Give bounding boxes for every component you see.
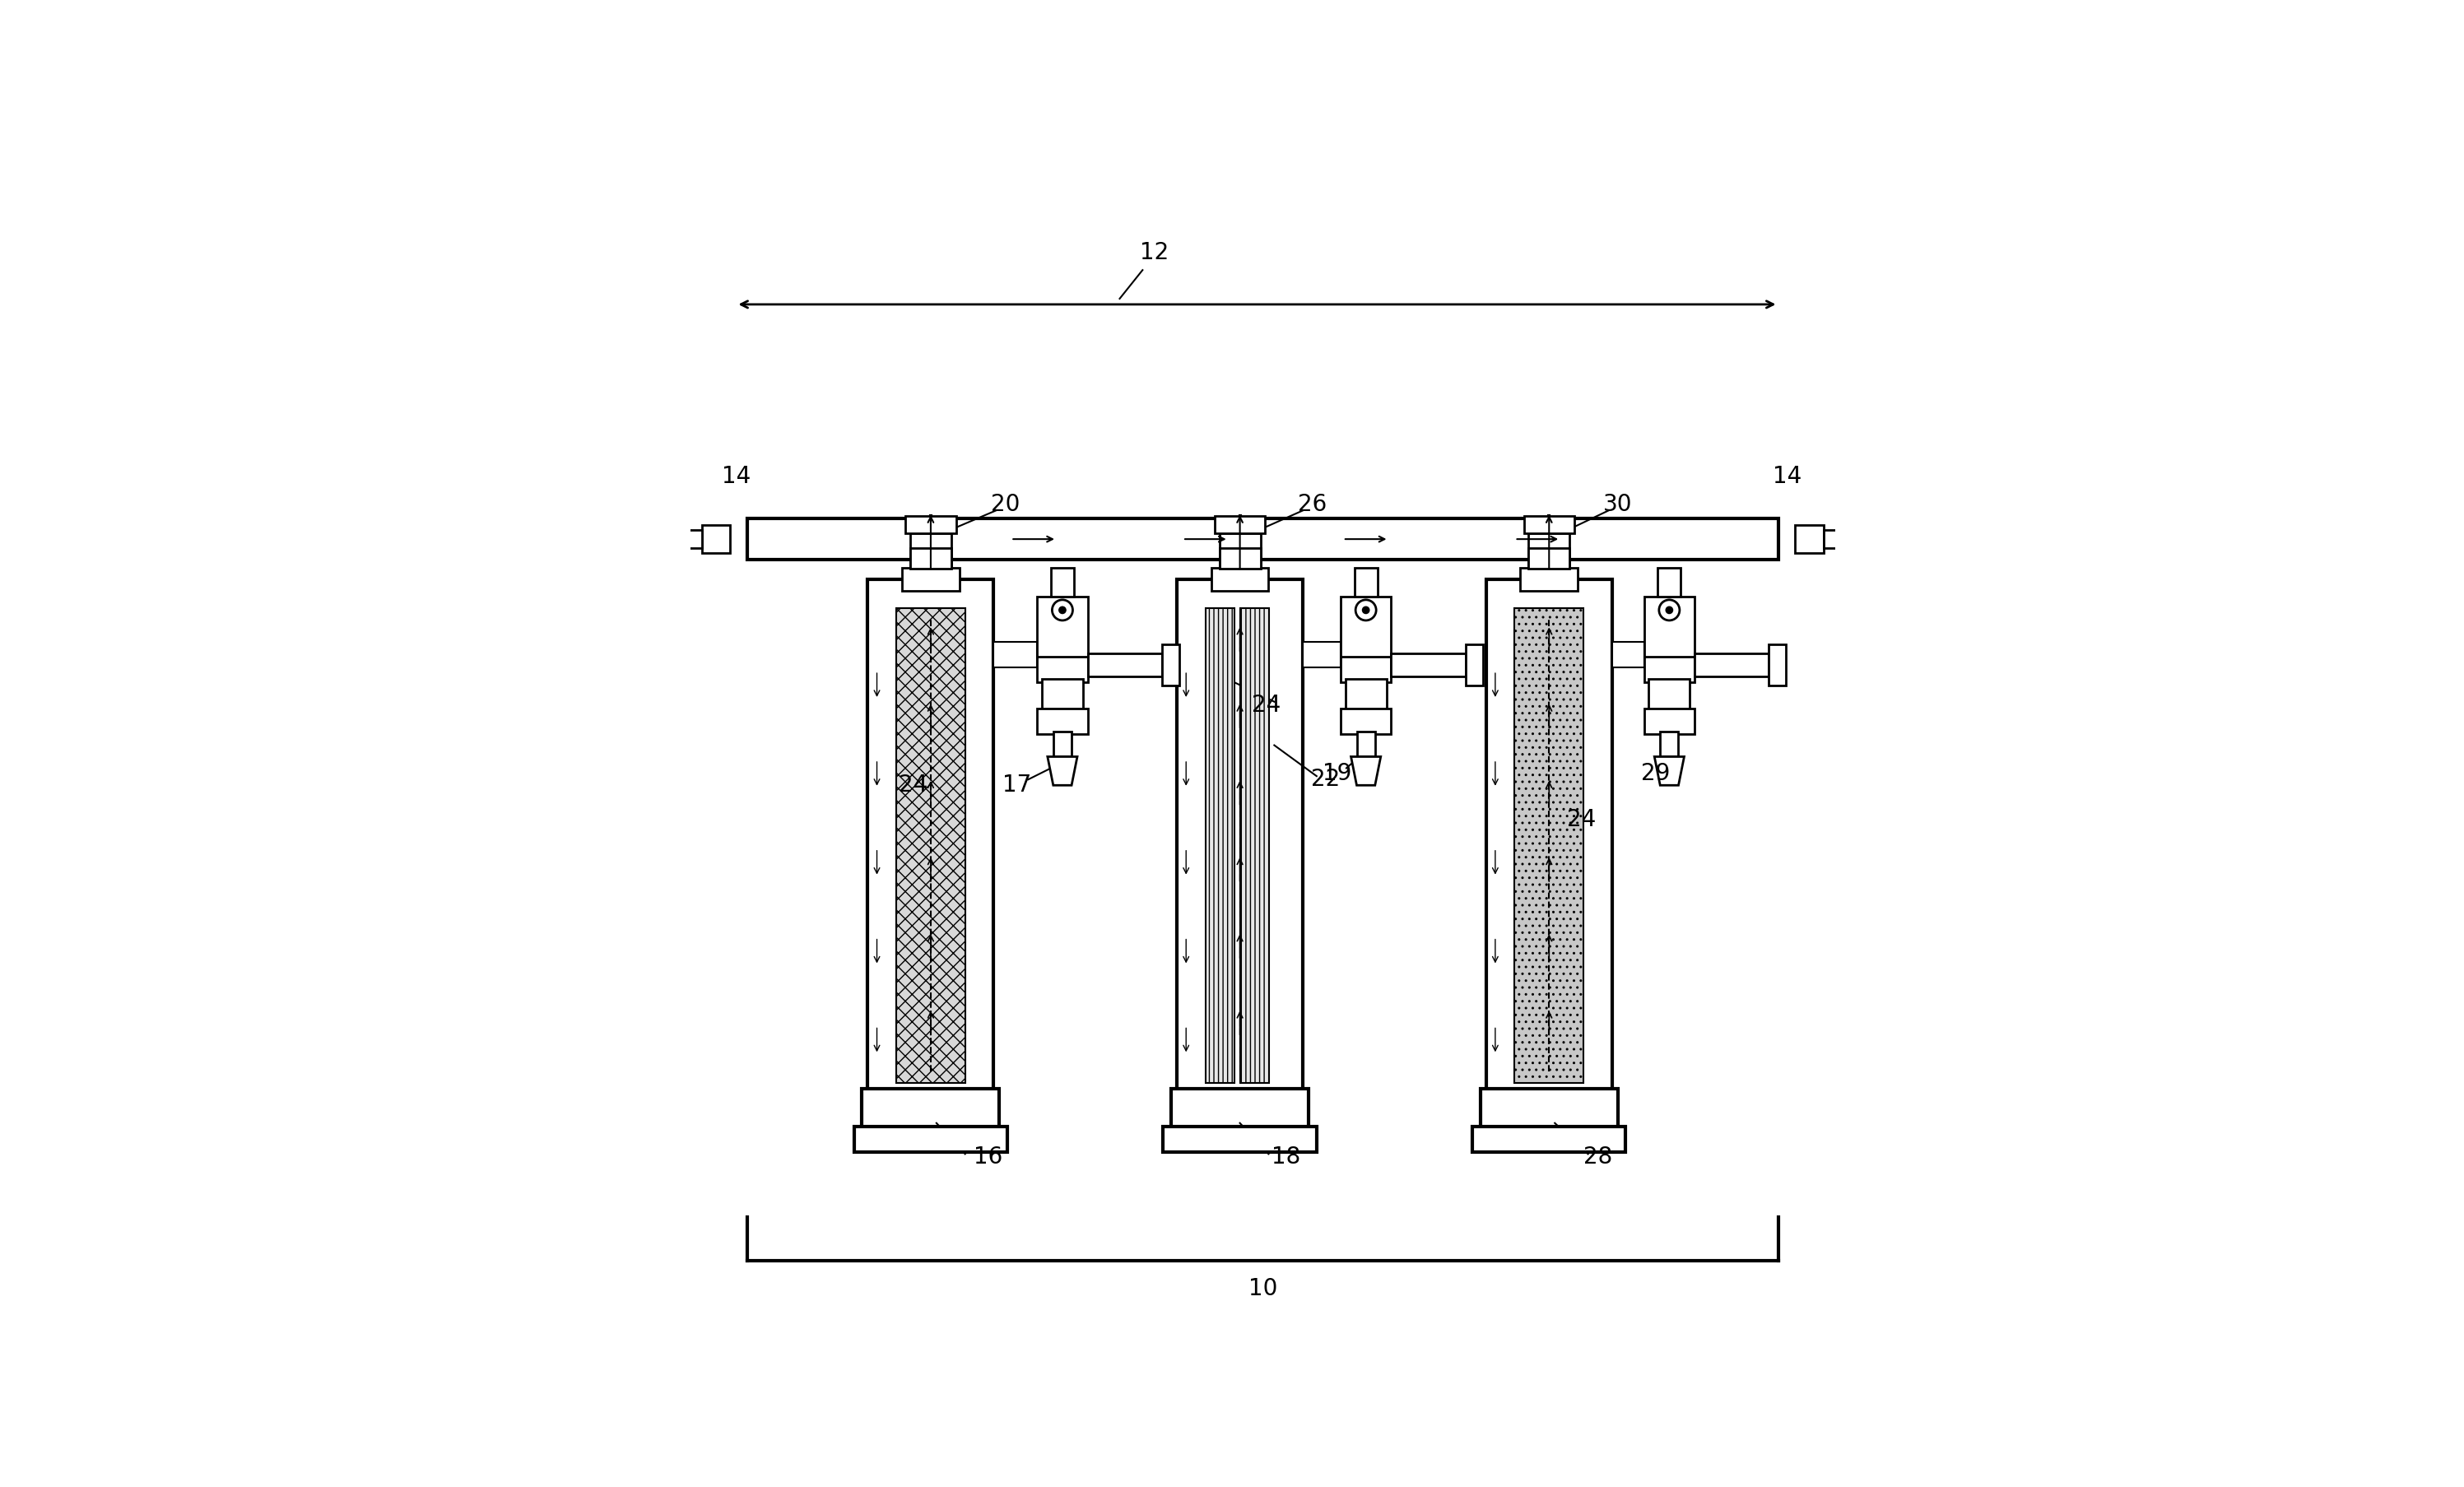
Bar — [1473, 1127, 1626, 1151]
Text: 12: 12 — [1138, 241, 1168, 265]
Bar — [867, 578, 993, 1100]
Bar — [1042, 678, 1084, 711]
Circle shape — [1060, 607, 1067, 614]
Bar — [1340, 709, 1392, 733]
Bar — [1239, 608, 1269, 1083]
Bar — [1648, 678, 1690, 711]
Bar — [1355, 568, 1377, 596]
Bar — [1643, 596, 1695, 659]
Polygon shape — [1350, 757, 1380, 785]
Bar — [1052, 732, 1072, 757]
Bar — [1205, 608, 1234, 1083]
Bar — [1163, 644, 1180, 686]
Text: 28: 28 — [1584, 1146, 1614, 1169]
Text: 14: 14 — [1772, 464, 1801, 488]
Bar — [1358, 732, 1375, 757]
Bar — [1345, 678, 1387, 711]
Bar — [1643, 657, 1695, 683]
Text: 24: 24 — [1567, 807, 1597, 831]
Bar — [685, 529, 702, 549]
Bar — [702, 525, 729, 553]
Polygon shape — [1653, 757, 1685, 785]
Bar — [907, 516, 956, 534]
Bar — [1178, 578, 1303, 1100]
Bar — [1523, 516, 1574, 534]
Bar — [1220, 534, 1262, 568]
Bar — [1515, 608, 1584, 1083]
Text: 30: 30 — [1604, 494, 1631, 516]
Text: 24: 24 — [1252, 693, 1281, 717]
Text: 20: 20 — [991, 494, 1020, 516]
Text: 10: 10 — [1249, 1277, 1276, 1301]
Bar — [1658, 568, 1680, 596]
Bar — [1037, 709, 1087, 733]
Bar — [1528, 549, 1570, 570]
Text: 17: 17 — [1003, 773, 1030, 797]
Bar — [1392, 654, 1466, 677]
Bar — [1695, 654, 1769, 677]
Bar — [1520, 568, 1577, 590]
Bar — [1643, 709, 1695, 733]
Bar — [1212, 568, 1269, 590]
Text: 26: 26 — [1299, 494, 1326, 516]
Bar — [1769, 644, 1786, 686]
Bar — [909, 534, 951, 568]
Bar — [909, 549, 951, 570]
Bar — [1163, 1127, 1316, 1151]
Bar — [1340, 657, 1392, 683]
Bar — [1170, 1088, 1308, 1129]
Bar — [1052, 568, 1074, 596]
Bar — [855, 1127, 1008, 1151]
Bar — [1037, 596, 1087, 659]
Circle shape — [1363, 607, 1370, 614]
Bar — [1037, 657, 1087, 683]
Text: 29: 29 — [1641, 763, 1671, 785]
Bar — [1215, 516, 1264, 534]
Bar — [1466, 644, 1483, 686]
Bar — [862, 1088, 1000, 1129]
Text: 19: 19 — [1323, 763, 1353, 785]
Bar — [1611, 642, 1643, 668]
Circle shape — [1666, 607, 1673, 614]
Text: 14: 14 — [722, 464, 752, 488]
Bar — [902, 568, 958, 590]
Bar — [1340, 596, 1392, 659]
Bar — [1486, 578, 1611, 1100]
Bar — [1528, 534, 1570, 568]
Polygon shape — [1047, 757, 1077, 785]
Bar — [897, 608, 966, 1083]
Bar — [1220, 549, 1262, 570]
Bar — [1661, 732, 1678, 757]
Bar — [1303, 642, 1340, 668]
Bar — [1796, 525, 1823, 553]
Bar — [1087, 654, 1163, 677]
Bar — [1481, 1088, 1619, 1129]
Bar — [993, 642, 1037, 668]
Text: 24: 24 — [899, 773, 929, 797]
Text: 22: 22 — [1311, 769, 1340, 791]
Text: 18: 18 — [1271, 1146, 1301, 1169]
Text: 16: 16 — [973, 1146, 1003, 1169]
Bar — [747, 519, 1779, 559]
Bar — [1823, 529, 1841, 549]
